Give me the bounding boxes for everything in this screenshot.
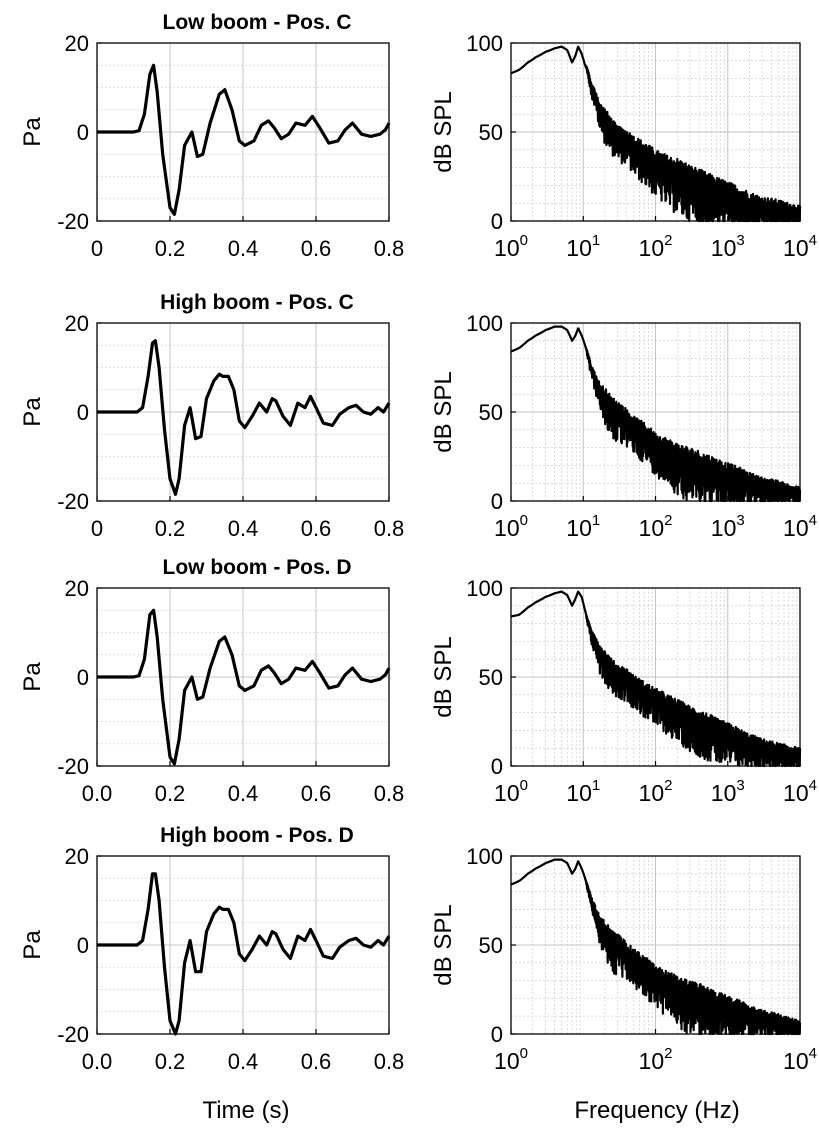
y-tick-label: 50 bbox=[479, 665, 503, 690]
x-tick-label: 102 bbox=[639, 232, 673, 261]
x-tick-label: 0.6 bbox=[301, 781, 332, 806]
x-tick-label: 102 bbox=[639, 1045, 673, 1074]
y-tick-label: -20 bbox=[57, 209, 89, 234]
y-tick-label: -20 bbox=[57, 1022, 89, 1047]
time-axis-label: Time (s) bbox=[202, 1097, 289, 1124]
chart-panel-freq-3: 100 101 102 103 104 0 50 100 dB SPL bbox=[430, 576, 817, 806]
y-tick-label: -20 bbox=[57, 489, 89, 514]
data-series-line bbox=[97, 63, 391, 216]
data-series-line bbox=[510, 45, 802, 223]
x-tick-label: 104 bbox=[783, 1045, 817, 1074]
x-tick-label: 103 bbox=[711, 777, 745, 806]
x-tick-label: 102 bbox=[639, 777, 673, 806]
y-axis-label: dB SPL bbox=[430, 91, 457, 172]
chart-title: Low boom - Pos. C bbox=[163, 11, 352, 34]
x-tick-label: 0.6 bbox=[301, 516, 332, 541]
y-tick-label: -20 bbox=[57, 754, 89, 779]
chart-panel-time-4: 0.0 0.2 0.4 0.6 0.8 -20 0 20 Pa High boom - Pos. … bbox=[19, 824, 404, 1074]
y-tick-label: 0 bbox=[491, 1022, 503, 1047]
x-tick-label: 0.4 bbox=[228, 516, 259, 541]
y-tick-label: 0 bbox=[77, 933, 89, 958]
x-tick-label: 104 bbox=[783, 232, 817, 261]
chart-panel-freq-1: 100 101 102 103 104 0 50 100 dB SPL bbox=[430, 31, 817, 261]
chart-panel-time-3: 0.0 0.2 0.4 0.6 0.8 -20 0 20 Pa Low boom - Pos. D bbox=[19, 556, 404, 806]
chart-panel-freq-4: 100 102 104 0 50 100 dB SPL bbox=[430, 844, 817, 1074]
x-tick-label: 0.4 bbox=[228, 1049, 259, 1074]
chart-title: High boom - Pos. C bbox=[160, 291, 354, 314]
x-tick-label: 101 bbox=[566, 512, 600, 541]
y-tick-label: 20 bbox=[65, 311, 89, 336]
y-tick-label: 0 bbox=[77, 120, 89, 145]
data-series-line bbox=[97, 339, 391, 496]
frequency-axis-label: Frequency (Hz) bbox=[574, 1097, 739, 1124]
y-axis-label: Pa bbox=[19, 930, 46, 960]
y-tick-label: 100 bbox=[466, 311, 503, 336]
x-tick-label: 0.0 bbox=[82, 781, 113, 806]
data-series-line bbox=[97, 608, 391, 766]
y-axis-label: Pa bbox=[19, 117, 46, 147]
x-tick-label: 100 bbox=[494, 232, 528, 261]
x-tick-label: 0.4 bbox=[228, 236, 259, 261]
x-tick-label: 100 bbox=[494, 512, 528, 541]
y-tick-label: 0 bbox=[491, 489, 503, 514]
x-tick-label: 0.2 bbox=[155, 236, 186, 261]
x-tick-label: 101 bbox=[566, 232, 600, 261]
y-tick-label: 0 bbox=[77, 400, 89, 425]
y-axis-label: dB SPL bbox=[430, 636, 457, 717]
y-tick-label: 100 bbox=[466, 844, 503, 869]
x-tick-label: 0.6 bbox=[301, 1049, 332, 1074]
y-axis-label: Pa bbox=[19, 397, 46, 427]
y-tick-label: 0 bbox=[77, 665, 89, 690]
x-tick-label: 100 bbox=[494, 777, 528, 806]
y-axis-label: dB SPL bbox=[430, 904, 457, 985]
x-tick-label: 102 bbox=[639, 512, 673, 541]
x-tick-label: 0.2 bbox=[155, 781, 186, 806]
x-tick-label: 0.2 bbox=[155, 1049, 186, 1074]
y-tick-label: 50 bbox=[479, 400, 503, 425]
y-tick-label: 100 bbox=[466, 576, 503, 601]
x-tick-label: 0.8 bbox=[374, 781, 405, 806]
y-axis-label: Pa bbox=[19, 662, 46, 692]
x-tick-label: 104 bbox=[783, 512, 817, 541]
x-tick-label: 0.8 bbox=[374, 1049, 405, 1074]
y-axis-label: dB SPL bbox=[430, 371, 457, 452]
x-tick-label: 0.4 bbox=[228, 781, 259, 806]
data-series-line bbox=[97, 872, 391, 1036]
x-tick-label: 0.8 bbox=[374, 236, 405, 261]
x-tick-label: 104 bbox=[783, 777, 817, 806]
x-tick-label: 0.8 bbox=[374, 516, 405, 541]
y-tick-label: 20 bbox=[65, 844, 89, 869]
y-tick-label: 20 bbox=[65, 576, 89, 601]
chart-title: Low boom - Pos. D bbox=[163, 556, 352, 579]
x-tick-label: 101 bbox=[566, 777, 600, 806]
x-tick-label: 0.0 bbox=[82, 1049, 113, 1074]
y-tick-label: 20 bbox=[65, 31, 89, 56]
y-tick-label: 100 bbox=[466, 31, 503, 56]
y-tick-label: 50 bbox=[479, 120, 503, 145]
x-tick-label: 0 bbox=[91, 236, 103, 261]
y-tick-label: 50 bbox=[479, 933, 503, 958]
chart-panel-freq-2: 100 101 102 103 104 0 50 100 dB SPL bbox=[430, 311, 817, 541]
x-tick-label: 0.6 bbox=[301, 236, 332, 261]
x-tick-label: 103 bbox=[711, 232, 745, 261]
x-tick-label: 103 bbox=[711, 512, 745, 541]
y-tick-label: 0 bbox=[491, 209, 503, 234]
chart-title: High boom - Pos. D bbox=[160, 824, 354, 847]
x-tick-label: 100 bbox=[494, 1045, 528, 1074]
y-tick-label: 0 bbox=[491, 754, 503, 779]
data-series-line bbox=[510, 325, 802, 503]
x-tick-label: 0.2 bbox=[155, 516, 186, 541]
data-series-line bbox=[510, 590, 802, 768]
x-tick-label: 0 bbox=[91, 516, 103, 541]
data-series-line bbox=[510, 858, 802, 1036]
